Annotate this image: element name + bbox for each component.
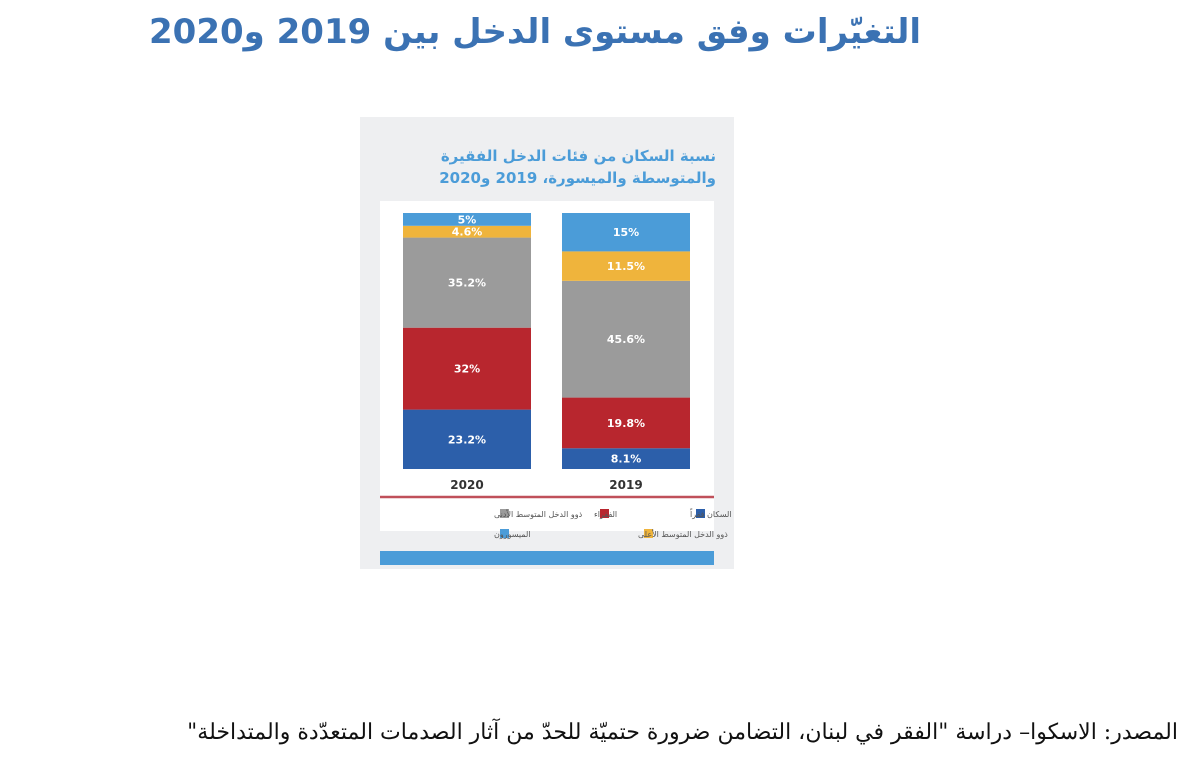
- data-label: 35.2%: [448, 277, 486, 290]
- data-label: 15%: [613, 226, 639, 239]
- page-title: التغيّرات وفق مستوى الدخل بين 2019 و2020: [149, 12, 921, 52]
- legend-swatch: [500, 529, 509, 538]
- chart-figure: نسبة السكان من فئات الدخل الفقيرة والمتو…: [360, 117, 734, 569]
- legend-swatch: [600, 509, 609, 518]
- bar-segment: [403, 225, 531, 238]
- data-label: 4.6%: [452, 226, 483, 239]
- legend-label: الميسورون: [494, 530, 531, 539]
- bar-segment: [562, 251, 690, 281]
- chart-title-line-1: نسبة السكان من فئات الدخل الفقيرة: [440, 147, 716, 165]
- bar-segment: [562, 213, 690, 252]
- data-label: 8.1%: [611, 453, 642, 466]
- stacked-bar-chart: 23.2% 32% 35.2% 4.6%5% 2020 8.1% 19.8% 45.6% 11.…: [380, 201, 734, 565]
- bar-segment: [403, 327, 531, 410]
- data-label: 23.2%: [448, 433, 486, 446]
- legend-label: ذوو الدخل المتوسط الأدنى: [494, 509, 583, 519]
- legend-label: ذوو الدخل المتوسط الأعلى: [638, 529, 728, 539]
- bar-segment: [562, 280, 690, 398]
- chart-title-line-2: والمتوسطة والميسورة، 2019 و2020: [439, 169, 716, 187]
- data-label: 19.8%: [607, 417, 645, 430]
- legend-swatch: [644, 529, 653, 538]
- footer-bar: [380, 551, 714, 565]
- legend-label: أشد السكان فقراً: [689, 508, 734, 519]
- bar-segment: [562, 397, 690, 449]
- source-note: المصدر: الاسكوا– دراسة "الفقر في لبنان، …: [187, 720, 1178, 745]
- legend-swatch: [696, 509, 705, 518]
- category-label: 2019: [609, 478, 642, 492]
- data-label: 45.6%: [607, 333, 645, 346]
- category-label: 2020: [450, 478, 483, 492]
- bar-segment: [403, 409, 531, 469]
- chart-title: نسبة السكان من فئات الدخل الفقيرة والمتو…: [376, 145, 716, 189]
- legend-label: الفقراء: [594, 510, 617, 519]
- data-label: 11.5%: [607, 260, 645, 273]
- bar-segment: [562, 448, 690, 469]
- bar-segment: [403, 237, 531, 328]
- bar-segment: [403, 213, 531, 226]
- legend-swatch: [500, 509, 509, 518]
- data-label: 5%: [458, 213, 477, 226]
- data-label: 32%: [454, 363, 480, 376]
